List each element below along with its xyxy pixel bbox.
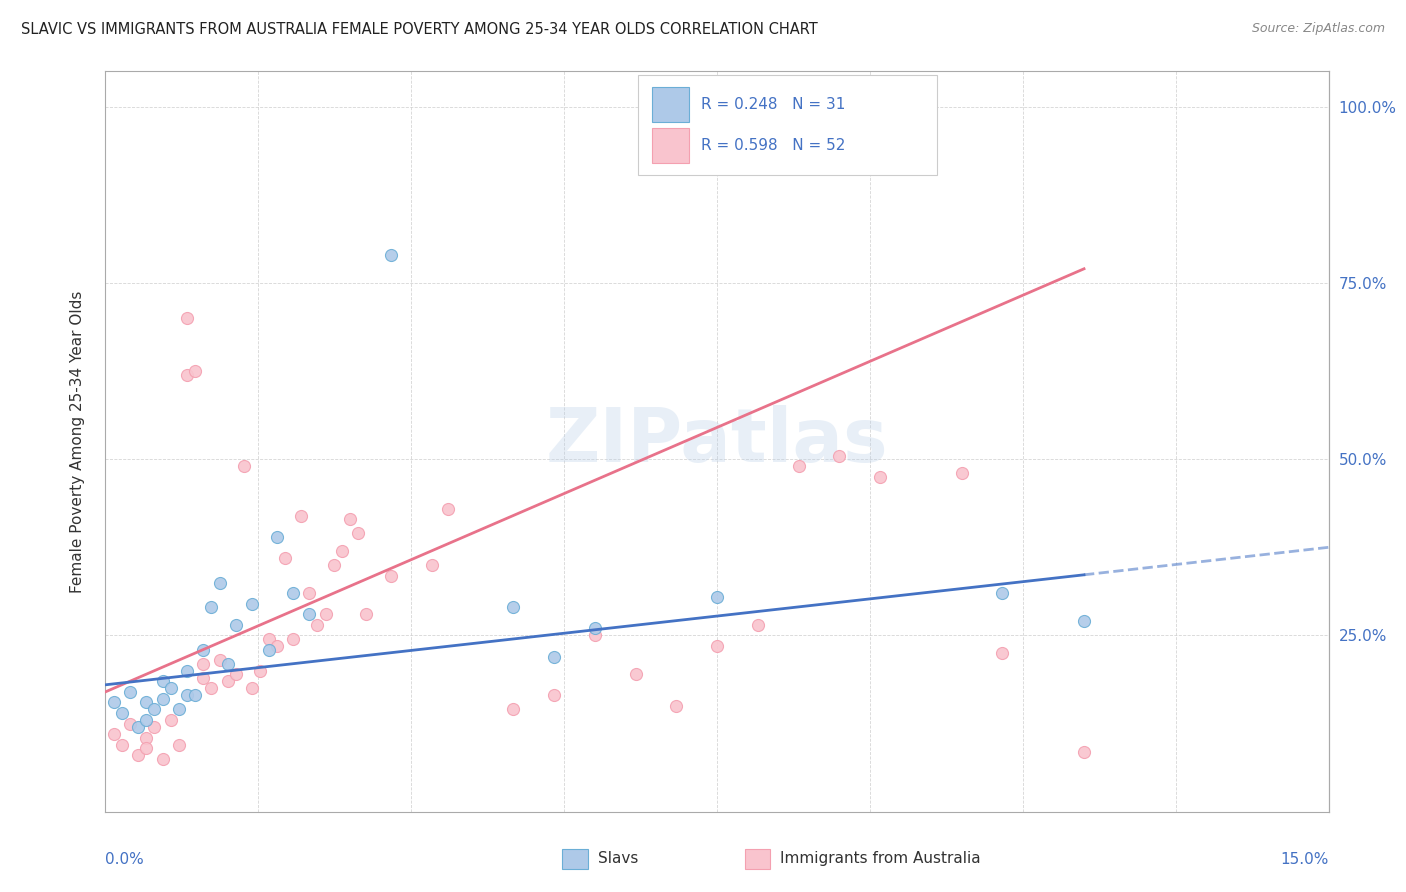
Text: Immigrants from Australia: Immigrants from Australia (780, 851, 981, 865)
Point (1073, 745, 1095, 759)
Point (266, 530, 288, 544)
Point (747, 618, 769, 632)
Point (330, 544, 353, 558)
Point (118, 716, 141, 731)
Point (167, 738, 190, 752)
Point (111, 738, 134, 752)
Point (583, 621, 606, 635)
Point (257, 632, 280, 646)
Point (437, 501, 460, 516)
Point (184, 364, 207, 378)
Text: SLAVIC VS IMMIGRANTS FROM AUSTRALIA FEMALE POVERTY AMONG 25-34 YEAR OLDS CORRELA: SLAVIC VS IMMIGRANTS FROM AUSTRALIA FEMA… (21, 22, 818, 37)
Point (127, 748, 149, 763)
Point (274, 550, 297, 565)
Text: Slavs: Slavs (598, 851, 638, 865)
Point (315, 607, 337, 622)
Point (624, 667, 647, 681)
Point (118, 685, 141, 699)
Point (380, 568, 402, 582)
FancyBboxPatch shape (652, 128, 689, 163)
Point (176, 311, 198, 326)
Point (176, 689, 198, 703)
Text: 15.0%: 15.0% (1281, 853, 1329, 867)
Point (665, 698, 688, 713)
Point (950, 467, 973, 481)
Point (281, 632, 304, 646)
Point (307, 618, 329, 632)
Point (233, 459, 256, 474)
Point (298, 607, 321, 622)
Point (127, 720, 149, 734)
Point (290, 508, 312, 523)
Point (991, 646, 1014, 660)
Point (200, 681, 222, 696)
Point (103, 695, 125, 709)
Point (193, 642, 215, 657)
Point (152, 752, 174, 766)
Point (135, 713, 157, 727)
Point (910, 100, 932, 114)
Point (217, 657, 239, 671)
Point (380, 248, 402, 262)
Point (240, 681, 263, 696)
Point (420, 558, 443, 572)
Point (176, 368, 198, 382)
Point (869, 470, 891, 484)
Point (167, 702, 190, 716)
Point (1073, 615, 1095, 629)
Point (266, 639, 288, 653)
Point (543, 689, 565, 703)
Point (217, 674, 239, 689)
Point (257, 642, 280, 657)
Point (225, 667, 247, 681)
FancyBboxPatch shape (637, 75, 938, 175)
Point (249, 664, 271, 678)
Point (281, 586, 304, 600)
Point (135, 695, 157, 709)
Point (135, 741, 157, 756)
Text: R = 0.248   N = 31: R = 0.248 N = 31 (702, 97, 845, 112)
Point (143, 702, 166, 716)
Point (347, 526, 370, 541)
Point (152, 692, 174, 706)
Text: ZIPatlas: ZIPatlas (546, 405, 889, 478)
Text: R = 0.598   N = 52: R = 0.598 N = 52 (702, 138, 845, 153)
Point (208, 653, 231, 667)
Point (787, 459, 810, 474)
Point (193, 671, 215, 685)
Point (184, 689, 207, 703)
Point (706, 590, 728, 604)
FancyBboxPatch shape (652, 87, 689, 122)
Point (159, 713, 181, 727)
Point (991, 586, 1014, 600)
Point (706, 639, 728, 653)
Point (502, 702, 524, 716)
Point (208, 575, 231, 590)
Point (200, 600, 222, 615)
Point (103, 727, 125, 741)
Point (828, 449, 851, 463)
Point (339, 512, 361, 526)
Point (543, 649, 565, 664)
Point (143, 720, 166, 734)
Text: 0.0%: 0.0% (105, 853, 145, 867)
Point (225, 618, 247, 632)
Point (322, 558, 344, 572)
Point (111, 706, 134, 720)
Point (502, 600, 524, 615)
Point (240, 597, 263, 611)
Point (356, 607, 378, 622)
Point (298, 586, 321, 600)
Point (193, 657, 215, 671)
Point (159, 681, 181, 696)
Point (176, 664, 198, 678)
Y-axis label: Female Poverty Among 25-34 Year Olds: Female Poverty Among 25-34 Year Olds (70, 291, 84, 592)
Point (152, 674, 174, 689)
Point (135, 731, 157, 745)
Point (583, 628, 606, 642)
Text: Source: ZipAtlas.com: Source: ZipAtlas.com (1251, 22, 1385, 36)
